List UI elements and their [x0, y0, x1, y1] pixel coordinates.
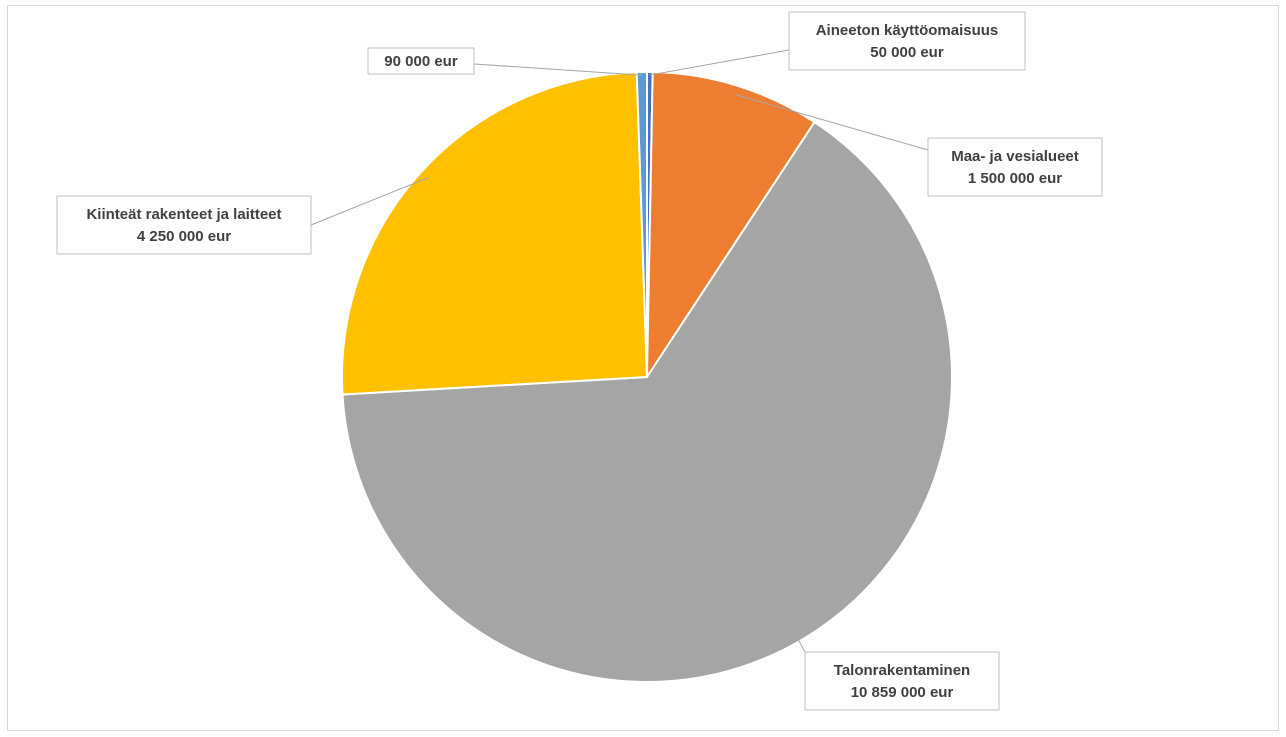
data-label-box-1	[927, 137, 1103, 197]
data-labels: Aineeton käyttöomaisuus 50 000 eur Maa- ja…	[56, 11, 1103, 711]
pie-slice-4	[635, 70, 648, 378]
leader-line-3	[310, 177, 429, 226]
slice-value-label-0: 50 000 eur	[870, 44, 944, 61]
leader-line-2	[794, 633, 806, 653]
slice-value-label-2: 10 859 000 eur	[851, 684, 954, 701]
data-label-box-4	[367, 47, 475, 75]
slice-name-label-2: Talonrakentaminen	[834, 662, 970, 679]
pie-slices	[341, 70, 953, 683]
chart-area	[7, 5, 1279, 731]
slice-name-label-1: Maa- ja vesialueet	[951, 148, 1079, 165]
pie-slice-3	[341, 71, 649, 396]
data-label-box-3	[56, 195, 312, 255]
leader-line-4	[473, 63, 642, 76]
slice-value-label-1: 1 500 000 eur	[968, 170, 1062, 187]
leader-lines	[310, 49, 929, 653]
slice-value-label-3: 4 250 000 eur	[137, 228, 231, 245]
leader-line-0	[649, 49, 790, 76]
slice-value-label-4: 90 000 eur	[384, 53, 458, 70]
leader-line-1	[734, 93, 929, 151]
data-label-box-2	[804, 651, 1000, 711]
data-label-box-0	[788, 11, 1026, 71]
slice-name-label-0: Aineeton käyttöomaisuus	[816, 22, 999, 39]
slice-name-label-3: Kiinteät rakenteet ja laitteet	[86, 206, 281, 223]
